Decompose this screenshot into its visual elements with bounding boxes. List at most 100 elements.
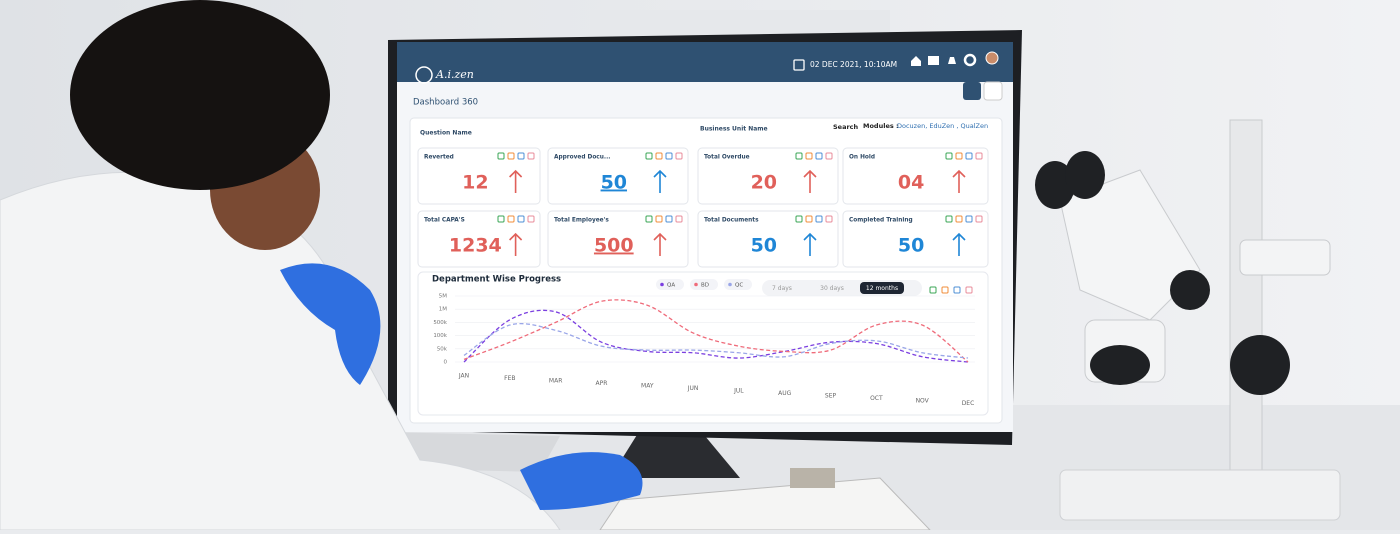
y-tick-label: 100k xyxy=(433,333,447,339)
series-line xyxy=(463,299,969,363)
card-title: On Hold xyxy=(849,155,875,161)
chart-action-icon[interactable] xyxy=(953,286,961,294)
card-action-icon[interactable] xyxy=(665,152,673,160)
x-tick-label: DEC xyxy=(962,400,975,407)
glove-right xyxy=(520,452,643,510)
lab-coat xyxy=(0,171,561,531)
card-action-icon[interactable] xyxy=(655,152,663,160)
card-action-icon[interactable] xyxy=(805,152,813,160)
card-action-icon[interactable] xyxy=(965,152,973,160)
trend-arrow xyxy=(803,232,817,256)
trend-arrow xyxy=(803,169,817,193)
header-bar xyxy=(397,42,1013,82)
trend-arrow xyxy=(653,232,667,256)
microscope-pillar xyxy=(1229,119,1263,481)
card-action-icon[interactable] xyxy=(497,152,505,160)
card-action-icon[interactable] xyxy=(497,215,505,223)
page-title: Dashboard 360 xyxy=(413,98,478,108)
card-value: 500 xyxy=(594,235,634,257)
send-button[interactable] xyxy=(983,81,1003,101)
chart-action-icon[interactable] xyxy=(929,286,937,294)
monitor-stand xyxy=(610,430,740,478)
modules[interactable]: Docuzen, EduZen , QualZen xyxy=(897,122,988,130)
card[interactable] xyxy=(417,147,541,205)
y-tick-label: 1M xyxy=(439,307,447,313)
range-option[interactable]: 7 days xyxy=(772,285,792,292)
series-line xyxy=(463,309,969,363)
card-action-icon[interactable] xyxy=(965,215,973,223)
card-action-icon[interactable] xyxy=(955,215,963,223)
card[interactable] xyxy=(697,147,839,205)
logo-icon xyxy=(415,66,433,84)
card-action-icon[interactable] xyxy=(645,215,653,223)
legend-dot xyxy=(660,282,664,287)
card-title: Approved Docu... xyxy=(554,155,610,161)
card-action-icon[interactable] xyxy=(507,215,515,223)
x-tick-label: JUN xyxy=(687,385,699,392)
y-tick-label: 500k xyxy=(433,320,447,326)
card-action-icon[interactable] xyxy=(825,152,833,160)
card[interactable] xyxy=(842,210,989,268)
bell-icon[interactable] xyxy=(948,57,956,64)
card-action-icon[interactable] xyxy=(675,215,683,223)
card-action-icon[interactable] xyxy=(675,152,683,160)
card-value: 12 xyxy=(462,172,488,194)
legend-dot xyxy=(728,282,732,287)
card-action-icon[interactable] xyxy=(665,215,673,223)
card-action-icon[interactable] xyxy=(975,152,983,160)
x-tick-label: MAY xyxy=(641,383,654,390)
card-action-icon[interactable] xyxy=(527,215,535,223)
card[interactable] xyxy=(842,147,989,205)
card-action-icon[interactable] xyxy=(955,152,963,160)
card-action-icon[interactable] xyxy=(655,215,663,223)
x-tick-label: OCT xyxy=(870,395,883,402)
card-action-icon[interactable] xyxy=(527,152,535,160)
business-unit-filter[interactable]: Business Unit Name xyxy=(700,126,768,133)
card[interactable] xyxy=(417,210,541,268)
legend-pill[interactable] xyxy=(690,279,718,290)
save-button[interactable] xyxy=(963,82,981,100)
card-action-icon[interactable] xyxy=(815,152,823,160)
trend-arrow xyxy=(509,232,523,256)
card-action-icon[interactable] xyxy=(645,152,653,160)
avatar[interactable] xyxy=(985,51,999,65)
card-value: 50 xyxy=(751,235,777,257)
question-filter[interactable]: Question Name xyxy=(420,130,472,137)
trend-arrow xyxy=(952,169,966,193)
modules-label: Modules : xyxy=(863,122,899,130)
card-action-icon[interactable] xyxy=(517,152,525,160)
chart-action-icon[interactable] xyxy=(965,286,973,294)
home-icon[interactable] xyxy=(911,56,921,66)
messages-icon[interactable] xyxy=(928,56,939,65)
card-value: 50 xyxy=(601,172,627,194)
card-action-icon[interactable] xyxy=(517,215,525,223)
range-option[interactable]: 12 months xyxy=(866,285,898,292)
card[interactable] xyxy=(697,210,839,268)
knob-2 xyxy=(1230,335,1290,395)
card-action-icon[interactable] xyxy=(815,215,823,223)
datetime: 02 DEC 2021, 10:10AM xyxy=(810,60,897,69)
card-action-icon[interactable] xyxy=(975,215,983,223)
card-action-icon[interactable] xyxy=(795,215,803,223)
card-action-icon[interactable] xyxy=(825,215,833,223)
card-value: 1234 xyxy=(449,235,502,257)
card-value: 20 xyxy=(751,172,777,194)
settings-icon[interactable] xyxy=(963,53,977,67)
card-action-icon[interactable] xyxy=(507,152,515,160)
card-action-icon[interactable] xyxy=(945,215,953,223)
legend-pill[interactable] xyxy=(656,279,684,290)
card-action-icon[interactable] xyxy=(805,215,813,223)
objective xyxy=(1090,345,1150,385)
card-action-icon[interactable] xyxy=(795,152,803,160)
x-tick-label: SEP xyxy=(825,393,837,400)
card[interactable] xyxy=(547,210,689,268)
chart-action-icon[interactable] xyxy=(941,286,949,294)
range-option[interactable]: 30 days xyxy=(820,285,844,292)
card[interactable] xyxy=(547,147,689,205)
legend-pill[interactable] xyxy=(724,279,752,290)
search[interactable]: Search xyxy=(833,123,859,131)
card-action-icon[interactable] xyxy=(945,152,953,160)
card-title: Total Employee's xyxy=(554,218,609,224)
